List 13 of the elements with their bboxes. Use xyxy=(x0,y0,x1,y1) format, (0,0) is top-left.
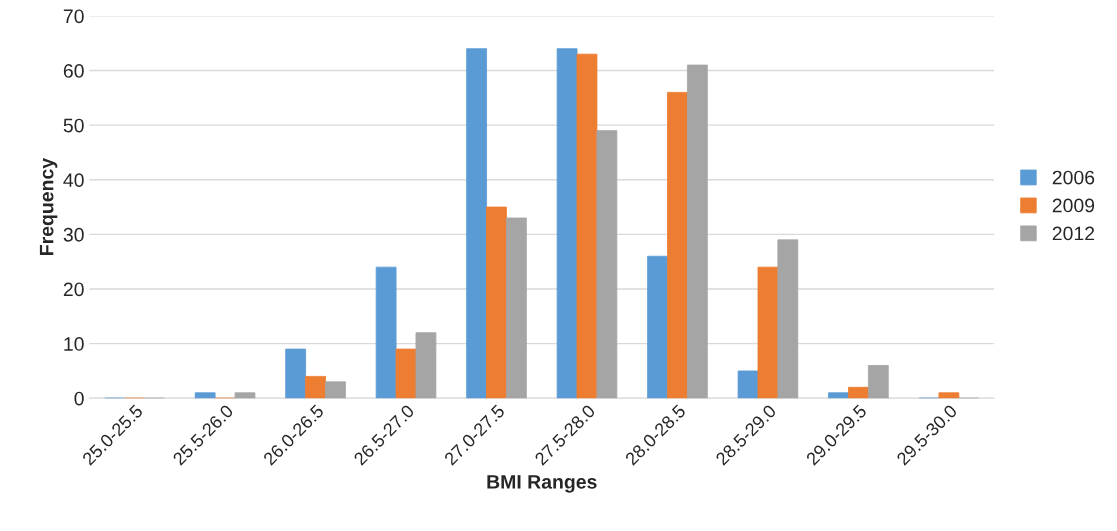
y-tick-label: 0 xyxy=(74,391,84,406)
x-axis-title: BMI Ranges xyxy=(487,475,597,493)
legend-label: 2006 xyxy=(1052,170,1095,185)
y-tick-label: 20 xyxy=(63,282,84,297)
y-tick-label: 70 xyxy=(63,9,84,24)
y-tick-label: 50 xyxy=(63,118,84,133)
y-tick-label: 60 xyxy=(63,64,84,78)
y-axis-title: Frequency xyxy=(39,158,58,255)
y-tick-label: 40 xyxy=(63,173,84,188)
y-tick-label: 30 xyxy=(63,227,84,242)
y-tick-label: 10 xyxy=(64,337,84,351)
legend-label: 2012 xyxy=(1052,226,1095,241)
legend-label: 2009 xyxy=(1052,198,1095,213)
